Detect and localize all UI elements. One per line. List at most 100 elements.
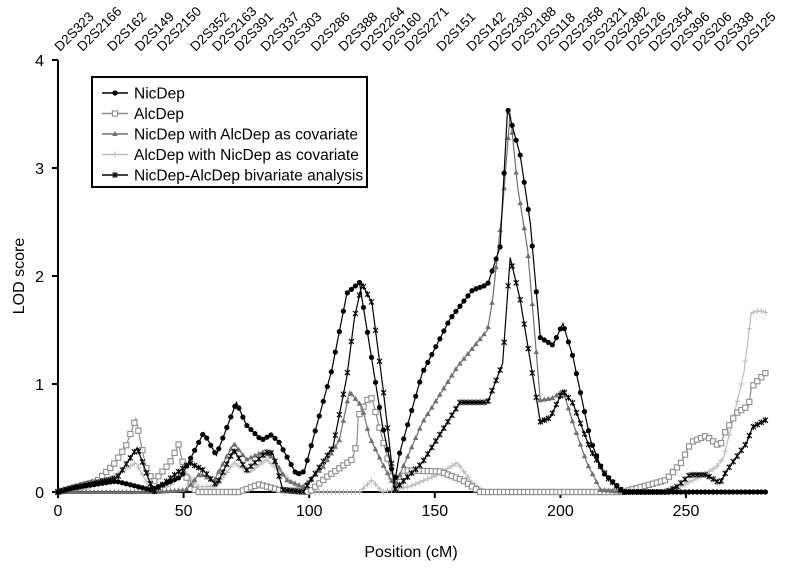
- data-point: [179, 471, 186, 477]
- data-point: [352, 395, 359, 401]
- data-point: [416, 462, 423, 469]
- data-point: [163, 463, 170, 470]
- data-point: [589, 471, 596, 477]
- legend-label: NicDep: [134, 86, 185, 103]
- data-point: [380, 389, 387, 396]
- data-point: [513, 169, 519, 175]
- legend-label: AlcDep: [134, 106, 184, 123]
- data-point: [441, 385, 447, 391]
- data-point: [601, 487, 608, 493]
- data-point: [481, 331, 487, 337]
- data-point: [686, 489, 692, 495]
- data-point: [272, 458, 278, 465]
- data-point: [477, 336, 483, 342]
- data-point: [151, 477, 158, 485]
- data-point: [541, 396, 548, 402]
- data-point: [509, 263, 516, 270]
- data-point: [493, 256, 499, 262]
- data-point: [167, 458, 174, 465]
- data-point: [260, 452, 266, 459]
- data-point: [328, 369, 334, 375]
- data-point: [461, 355, 467, 361]
- data-point: [485, 280, 491, 286]
- data-point: [352, 445, 359, 452]
- legend-marker-plus-icon: [112, 151, 118, 158]
- data-point: [754, 378, 761, 385]
- data-point: [557, 392, 564, 399]
- data-point: [91, 489, 97, 494]
- data-point: [706, 468, 713, 475]
- data-point: [702, 471, 708, 478]
- data-point: [131, 483, 137, 489]
- data-point: [324, 457, 331, 463]
- data-point: [332, 443, 339, 449]
- data-point: [420, 417, 427, 423]
- data-point: [710, 476, 717, 483]
- data-point: [224, 424, 230, 431]
- data-point: [372, 327, 379, 334]
- data-point: [356, 279, 363, 286]
- data-point: [119, 480, 125, 486]
- data-point: [171, 449, 178, 457]
- data-point: [268, 453, 274, 459]
- data-point: [449, 372, 455, 378]
- data-point: [485, 398, 491, 405]
- data-point: [183, 474, 190, 481]
- data-point: [300, 488, 307, 495]
- data-point: [119, 489, 126, 494]
- data-point: [384, 470, 391, 476]
- data-point: [501, 185, 507, 191]
- data-point: [638, 489, 644, 495]
- data-point: [332, 349, 338, 355]
- data-point: [465, 350, 471, 356]
- data-point: [83, 489, 89, 494]
- data-point: [609, 487, 616, 493]
- data-point: [517, 296, 524, 303]
- data-point: [215, 468, 222, 474]
- data-point: [280, 447, 286, 453]
- data-point: [316, 464, 323, 471]
- data-point: [268, 449, 274, 456]
- data-point: [131, 419, 138, 426]
- data-point: [650, 489, 656, 495]
- data-point: [87, 482, 93, 488]
- data-point: [204, 435, 210, 441]
- y-tick-label: 3: [35, 161, 44, 178]
- data-point: [573, 409, 580, 416]
- data-point: [236, 446, 242, 452]
- data-point: [400, 484, 407, 491]
- legend-item: AlcDep with NicDep as covariate: [102, 147, 359, 164]
- data-point: [404, 483, 411, 490]
- data-point: [581, 430, 588, 437]
- data-point: [163, 488, 170, 494]
- data-point: [746, 489, 752, 495]
- data-point: [239, 461, 246, 468]
- data-point: [456, 463, 463, 470]
- data-point: [706, 473, 712, 480]
- data-point: [710, 489, 716, 495]
- data-point: [59, 488, 65, 494]
- data-point: [734, 489, 740, 495]
- data-point: [497, 366, 504, 373]
- genetic-marker-labels: D2S323D2S2166D2S162D2S149D2S2150D2S352D2…: [52, 3, 779, 54]
- data-point: [320, 463, 327, 469]
- data-point: [722, 429, 729, 436]
- data-point: [231, 460, 238, 467]
- data-point: [55, 489, 61, 495]
- data-point: [360, 283, 367, 290]
- data-point: [686, 472, 692, 479]
- data-point: [448, 412, 455, 419]
- y-tick-label: 1: [35, 377, 44, 394]
- data-point: [610, 479, 616, 485]
- data-point: [220, 435, 226, 441]
- data-point: [376, 486, 383, 493]
- data-point: [674, 489, 680, 495]
- data-point: [312, 483, 319, 490]
- data-point: [754, 421, 761, 428]
- data-point: [593, 478, 600, 484]
- data-point: [642, 489, 648, 495]
- legend-item: NicDep with AlcDep as covariate: [102, 127, 358, 144]
- data-point: [557, 326, 564, 332]
- data-point: [87, 489, 93, 494]
- data-point: [135, 489, 142, 494]
